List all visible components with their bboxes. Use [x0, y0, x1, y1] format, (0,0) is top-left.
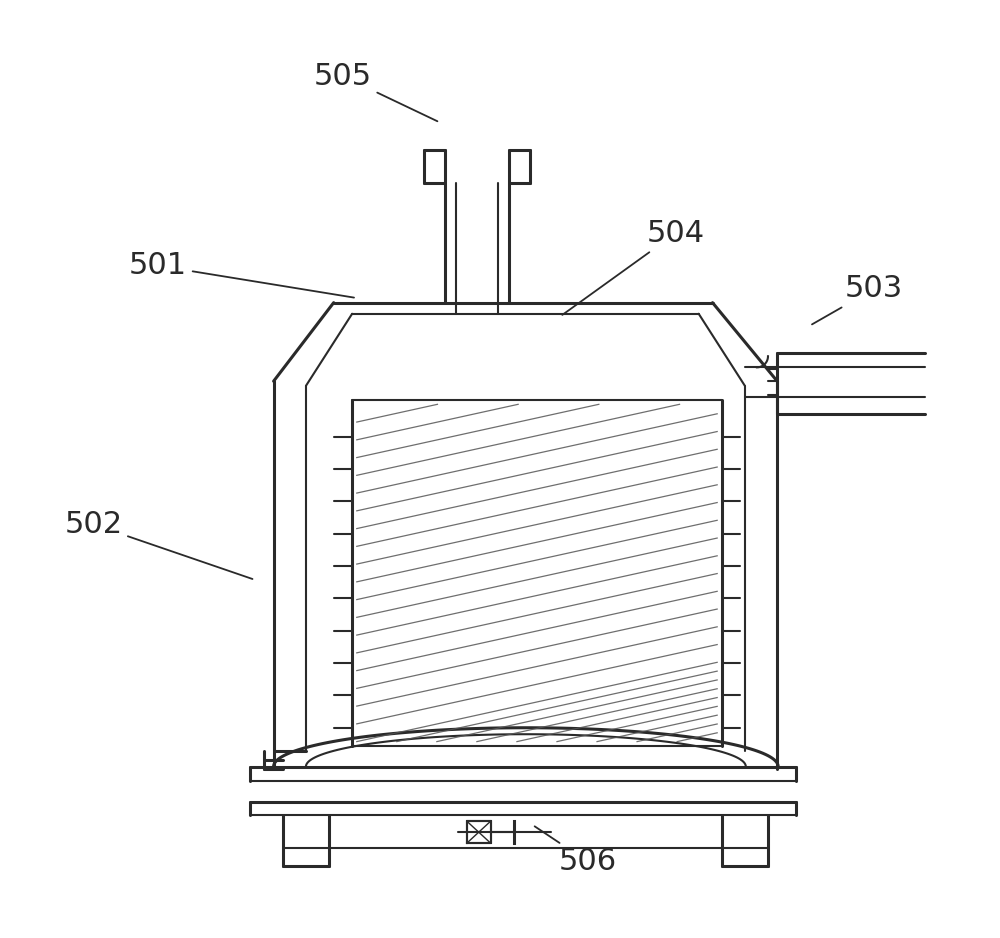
Text: 505: 505 — [314, 62, 437, 121]
Text: 502: 502 — [64, 510, 252, 579]
Text: 506: 506 — [535, 826, 617, 876]
Text: 504: 504 — [562, 219, 705, 315]
Text: 503: 503 — [812, 274, 903, 325]
Text: 501: 501 — [129, 251, 354, 297]
